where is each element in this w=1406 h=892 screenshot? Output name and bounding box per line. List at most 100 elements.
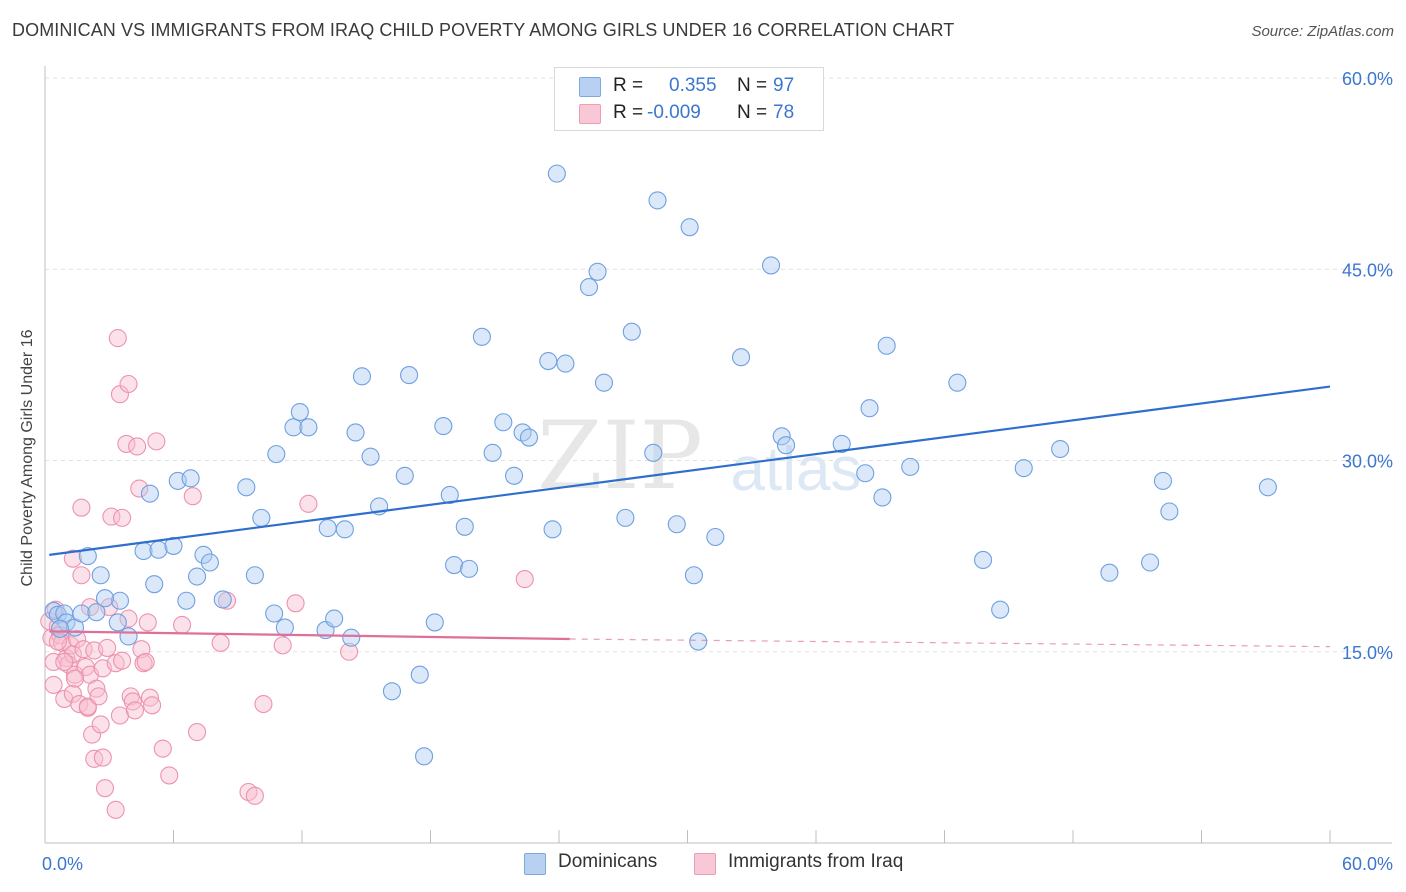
dominican-point (290, 402, 309, 422)
dominican-point (684, 566, 703, 585)
iraq-point (173, 615, 192, 635)
y-tick-label: 45.0% (1342, 260, 1393, 280)
bottom-legend-swatch-pink (694, 853, 716, 875)
y-tick-label: 15.0% (1342, 643, 1393, 663)
iraq-point (254, 694, 273, 714)
dominican-point (346, 423, 365, 442)
dominican-point (832, 434, 851, 453)
dominican-point (472, 327, 491, 346)
iraq-point (515, 570, 534, 589)
iraq-point (63, 549, 82, 568)
dominican-point (395, 466, 414, 485)
legend-swatch-pink (579, 104, 601, 124)
iraq-point (273, 636, 292, 655)
iraq-point (55, 652, 74, 672)
dominican-point (644, 443, 663, 462)
x-tick-label: 0.0% (42, 854, 83, 874)
iraq-point (44, 675, 63, 694)
iraq-point (245, 786, 264, 805)
dominican-point (87, 603, 106, 622)
dominican-point (110, 591, 130, 610)
dominican-point (91, 566, 110, 585)
iraq-point (286, 594, 305, 613)
dominican-point (425, 613, 444, 632)
dominican-point (494, 413, 513, 432)
dominican-point (78, 547, 97, 566)
dominican-point (445, 555, 464, 575)
dominican-point (342, 628, 361, 647)
dominican-point (352, 367, 372, 386)
bottom-legend-swatch-blue (524, 853, 546, 875)
dominican-point (543, 520, 562, 539)
chart-title: DOMINICAN VS IMMIGRANTS FROM IRAQ CHILD … (12, 20, 955, 40)
dominican-point (188, 567, 207, 586)
grid-lines (45, 77, 1392, 653)
axes (44, 66, 1392, 844)
dominican-point (772, 427, 791, 446)
legend-r-value: 0.355 (669, 75, 717, 96)
iraq-trend-line (49, 630, 570, 641)
zipatlas-watermark: ZIP atlas (537, 402, 861, 511)
legend-swatch-blue (579, 77, 601, 97)
iraq-point (113, 508, 132, 527)
dominican-point (299, 418, 318, 437)
dominican-point (1014, 459, 1033, 478)
iraq-point (95, 779, 115, 798)
dominican-point (361, 447, 380, 466)
dominican-point (149, 540, 168, 559)
iraq-point (93, 748, 112, 767)
iraq-point (188, 723, 207, 742)
iraq-point (89, 687, 108, 706)
dominican-point (440, 485, 459, 504)
iraq-point (68, 629, 87, 649)
dominican-point (556, 354, 575, 373)
dominican-point (177, 591, 196, 610)
iraq-trend-line-extrapolated (569, 638, 1331, 648)
iraq-point (128, 437, 147, 456)
legend-r-label: R = (613, 75, 644, 96)
dominican-point (1258, 478, 1277, 497)
dominican-point (108, 613, 127, 632)
iraq-point (72, 566, 91, 585)
dominican-point (1141, 553, 1160, 572)
dominican-point (145, 575, 164, 594)
dominican-point (382, 682, 402, 701)
dominican-point (761, 256, 781, 275)
dominican-point (1160, 502, 1179, 521)
y-tick-label: 60.0% (1342, 69, 1393, 89)
dominican-points (44, 164, 1277, 766)
dominican-point (616, 508, 635, 527)
dominican-point (455, 517, 474, 536)
dominican-point (539, 351, 558, 371)
legend-r-value: -0.009 (647, 102, 701, 123)
dominican-point (856, 464, 875, 483)
dominican-point (95, 589, 115, 608)
dominican-point (731, 348, 751, 367)
iraq-point (108, 329, 127, 348)
bottom-legend-label: Immigrants from Iraq (728, 851, 904, 872)
dominican-point (648, 191, 667, 210)
dominican-point (873, 488, 892, 507)
dominican-point (275, 618, 294, 637)
dominican-point (245, 566, 264, 585)
dominican-point (622, 322, 641, 341)
iraq-point (136, 652, 155, 672)
iraq-point (63, 684, 82, 703)
dominican-point (415, 747, 434, 766)
legend-n-value: 97 (773, 75, 795, 96)
x-tick-label: 60.0% (1342, 854, 1393, 874)
dominican-point (1051, 439, 1070, 459)
dominican-point (265, 604, 284, 623)
watermark-atlas: atlas (731, 435, 862, 504)
dominican-point (1100, 563, 1119, 582)
iraq-point (143, 696, 162, 715)
dominican-point (267, 445, 286, 464)
iraq-point (119, 374, 138, 394)
iraq-point (91, 715, 110, 734)
dominican-point (689, 632, 708, 651)
dominican-point (194, 545, 213, 564)
dominican-point (706, 527, 725, 547)
dominican-point (973, 550, 993, 570)
iraq-point (299, 494, 318, 513)
iraq-point (65, 665, 85, 684)
